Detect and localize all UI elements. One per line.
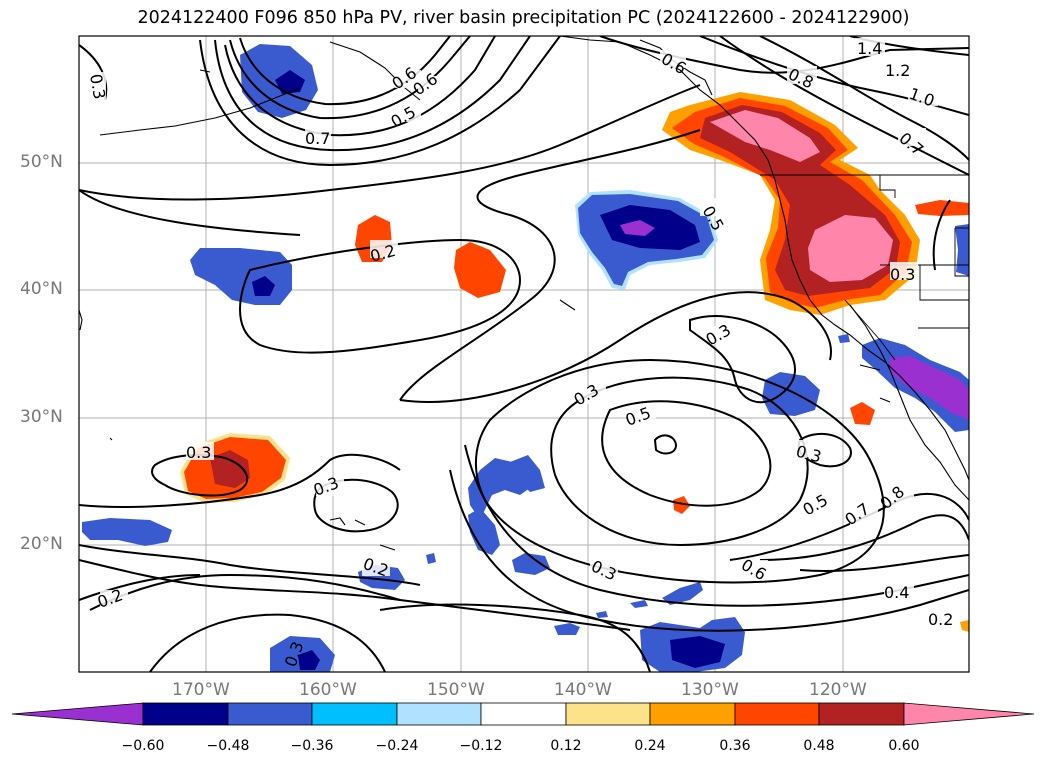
pv-contours: [79, 36, 969, 672]
contour-label: 0.2: [928, 610, 953, 629]
colorbar-tick: 0.36: [719, 738, 751, 754]
lon-label-140w: 140°W: [554, 680, 612, 700]
lon-label-130w: 130°W: [681, 680, 739, 700]
colorbar-tick: −0.48: [206, 738, 250, 754]
colorbar-tick: 0.48: [803, 738, 835, 754]
lon-label-170w: 170°W: [172, 680, 230, 700]
contour-label-backgrounds: [88, 38, 958, 628]
contour-label: 0.3: [186, 443, 211, 462]
colorbar-tick: 0.60: [888, 738, 920, 754]
colorbar-bin: [480, 702, 567, 726]
colorbar-bin: [565, 702, 651, 726]
colorbar-tick: 0.12: [550, 738, 582, 754]
colorbar-tick: −0.12: [459, 738, 503, 754]
lat-label-20n: 20°N: [20, 534, 63, 554]
colorbar: [11, 702, 1035, 726]
map-frame: [78, 35, 970, 673]
contour-label: 1.4: [857, 39, 882, 58]
precip-negative-shading: [82, 44, 969, 672]
contour-label: 0.3: [86, 72, 109, 100]
colorbar-bin: [142, 702, 229, 726]
colorbar-bin: [649, 702, 736, 726]
colorbar-tick: −0.36: [290, 738, 334, 754]
political-borders: [760, 174, 969, 361]
colorbar-extend-low: [11, 702, 144, 726]
colorbar-tick: 0.24: [634, 738, 666, 754]
lon-label-160w: 160°W: [299, 680, 357, 700]
colorbar-bin: [734, 702, 820, 726]
lon-label-120w: 120°W: [809, 680, 867, 700]
colorbar-bin: [396, 702, 482, 726]
contour-label: 0.4: [884, 583, 909, 602]
colorbar-extend-high: [903, 702, 1035, 726]
lat-label-40n: 40°N: [20, 279, 63, 299]
contour-label: 0.3: [890, 265, 915, 284]
colorbar-tick: −0.24: [375, 738, 419, 754]
contour-label: 1.2: [885, 61, 910, 80]
map-plot-area: 0.3 0.7 0.5 0.6 0.6 0.6 1.4 1.2 1.0 0.8 …: [79, 36, 969, 672]
contour-label: 0.7: [305, 129, 330, 148]
colorbar-bin: [818, 702, 905, 726]
lon-label-150w: 150°W: [427, 680, 485, 700]
map-title: 2024122400 F096 850 hPa PV, river basin …: [137, 8, 910, 28]
lat-label-30n: 30°N: [20, 407, 63, 427]
lat-label-50n: 50°N: [20, 152, 63, 172]
colorbar-tick: −0.60: [121, 738, 165, 754]
colorbar-bin: [311, 702, 398, 726]
colorbar-bin: [227, 702, 313, 726]
